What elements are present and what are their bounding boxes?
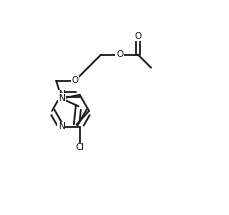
- Text: N: N: [58, 94, 65, 103]
- Text: O: O: [134, 32, 142, 41]
- Text: N: N: [58, 123, 65, 132]
- Text: Cl: Cl: [75, 143, 84, 152]
- Text: N: N: [58, 90, 65, 99]
- Text: O: O: [116, 50, 123, 59]
- Text: O: O: [71, 76, 78, 85]
